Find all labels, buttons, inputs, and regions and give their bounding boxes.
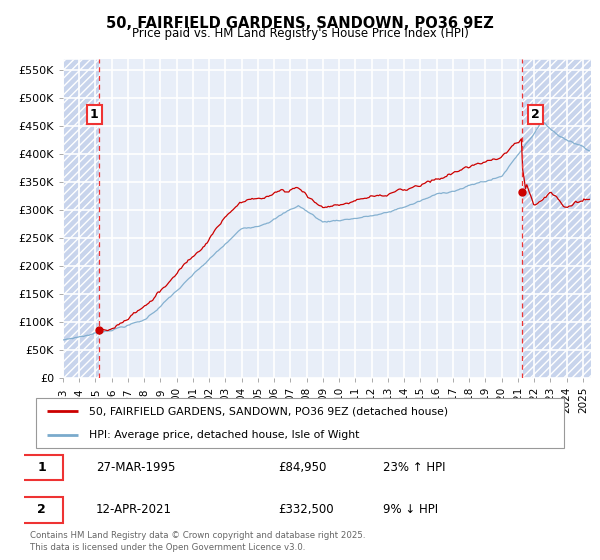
Text: HPI: Average price, detached house, Isle of Wight: HPI: Average price, detached house, Isle… (89, 431, 359, 440)
FancyBboxPatch shape (36, 398, 564, 448)
Text: 1: 1 (37, 461, 46, 474)
Text: 50, FAIRFIELD GARDENS, SANDOWN, PO36 9EZ: 50, FAIRFIELD GARDENS, SANDOWN, PO36 9EZ (106, 16, 494, 31)
FancyBboxPatch shape (21, 497, 62, 522)
Text: £84,950: £84,950 (278, 461, 326, 474)
Text: Price paid vs. HM Land Registry's House Price Index (HPI): Price paid vs. HM Land Registry's House … (131, 27, 469, 40)
Text: 27-MAR-1995: 27-MAR-1995 (96, 461, 175, 474)
Bar (523, 59, 591, 378)
Text: 9% ↓ HPI: 9% ↓ HPI (383, 503, 438, 516)
Text: 50, FAIRFIELD GARDENS, SANDOWN, PO36 9EZ (detached house): 50, FAIRFIELD GARDENS, SANDOWN, PO36 9EZ… (89, 406, 448, 416)
Text: 2: 2 (531, 108, 540, 122)
Text: 1: 1 (90, 108, 99, 122)
Text: 2: 2 (37, 503, 46, 516)
Text: 23% ↑ HPI: 23% ↑ HPI (383, 461, 445, 474)
FancyBboxPatch shape (21, 455, 62, 480)
Text: Contains HM Land Registry data © Crown copyright and database right 2025.
This d: Contains HM Land Registry data © Crown c… (30, 531, 365, 552)
Text: 12-APR-2021: 12-APR-2021 (96, 503, 172, 516)
Bar (63, 59, 99, 378)
Text: £332,500: £332,500 (278, 503, 334, 516)
